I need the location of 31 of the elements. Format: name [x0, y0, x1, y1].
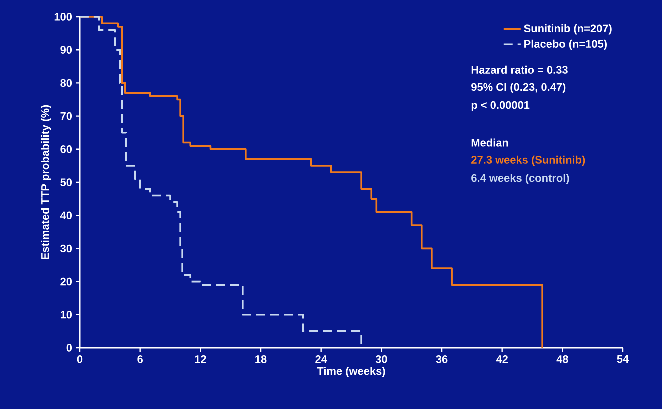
y-tick-label: 70 [60, 112, 72, 120]
y-tick-label: 0 [66, 344, 72, 352]
y-tick-label: 20 [60, 278, 72, 286]
y-tick-label: 90 [60, 46, 72, 54]
x-tick-label: 0 [77, 356, 83, 364]
y-tick-label: 80 [60, 79, 72, 88]
x-tick-label: 6 [138, 356, 143, 364]
y-axis-title: Estimated TTP probability (%) [41, 105, 52, 260]
x-tick-label: 18 [256, 356, 267, 364]
annotation: Median [472, 138, 508, 147]
x-tick-label: 42 [496, 356, 508, 364]
annotation: 27.3 weeks (Sunitinib) [472, 156, 586, 166]
annotation: 95% CI (0.23, 0.47) [472, 83, 566, 94]
x-axis-title: Time (weeks) [317, 367, 386, 378]
annotation: Hazard ratio = 0.33 [472, 66, 568, 74]
y-tick-label: 60 [60, 146, 72, 154]
legend-label: Placebo (n=105) [524, 40, 608, 50]
y-tick-label: 100 [54, 13, 72, 21]
annotation: p < 0.00001 [472, 101, 530, 112]
y-tick-label: 30 [60, 244, 72, 253]
y-tick-label: 40 [60, 212, 72, 220]
x-tick-label: 48 [556, 356, 568, 364]
x-tick-label: 54 [617, 356, 630, 364]
x-tick-label: 24 [316, 356, 328, 364]
legend-label: Sunitinib (n=207) [524, 24, 612, 35]
y-tick-label: 10 [60, 311, 72, 319]
x-tick-label: 12 [195, 356, 206, 364]
annotation: 6.4 weeks (control) [472, 174, 570, 184]
x-tick-label: 30 [376, 356, 388, 364]
y-tick-label: 50 [60, 178, 72, 186]
x-tick-label: 36 [436, 356, 448, 364]
